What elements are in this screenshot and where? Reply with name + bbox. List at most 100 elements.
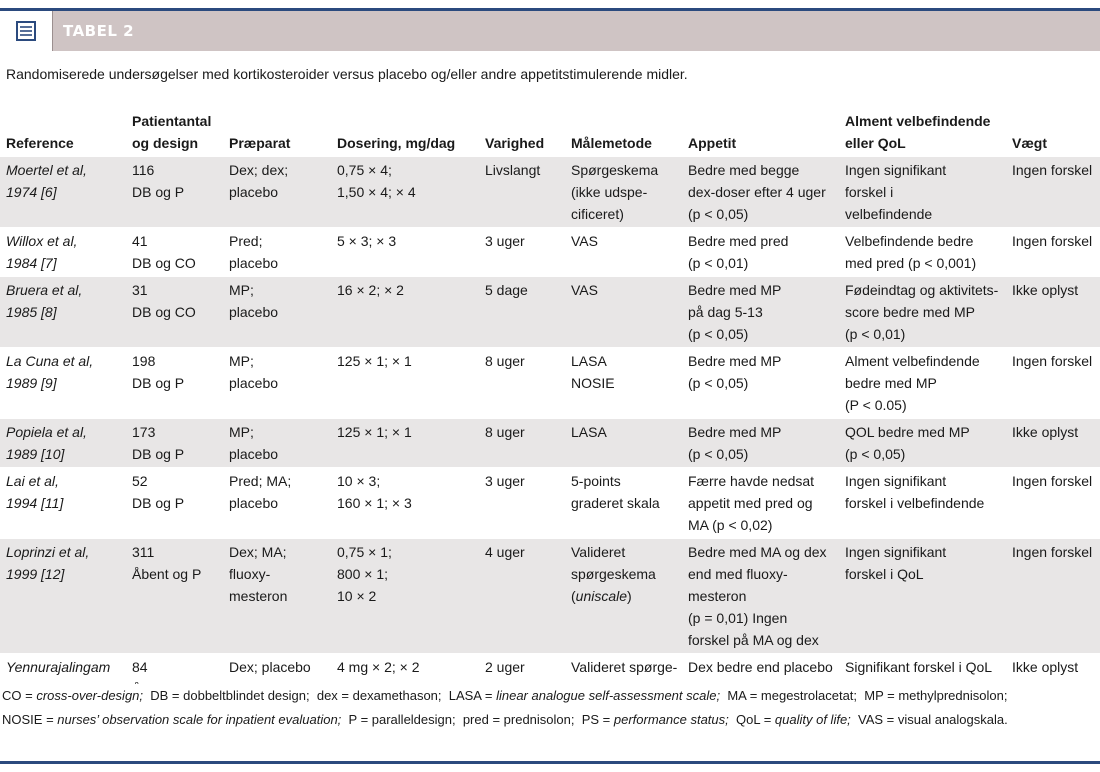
cell-line: 1985 [8] bbox=[6, 304, 57, 320]
cell-weight: Ikke oplyst bbox=[1006, 277, 1100, 348]
cell-line: mesteron bbox=[229, 588, 288, 604]
column-header: Varighed bbox=[479, 108, 565, 157]
cell-line: appetit med pred og bbox=[688, 495, 813, 511]
table-row: Loprinzi et al, 1999 [12] 311 Åbent og P Dex… bbox=[0, 538, 1100, 654]
cell-drug: MP; placebo bbox=[223, 348, 331, 419]
column-header-line: Appetit bbox=[688, 135, 737, 151]
cell-line: DB og P bbox=[132, 375, 185, 391]
cell-line: 8 uger bbox=[485, 353, 525, 369]
cell-line: VAS bbox=[571, 282, 598, 298]
cell-line: DB og P bbox=[132, 184, 185, 200]
cell-line: 8 uger bbox=[485, 424, 525, 440]
cell-line: Valideret bbox=[571, 544, 626, 560]
cell-line: 41 bbox=[132, 233, 148, 249]
cell-appetite: Bedre med MP på dag 5-13 (p < 0,05) bbox=[682, 277, 839, 348]
cell-line: (P < 0.05) bbox=[845, 397, 907, 413]
cell-appetite: Bedre med MA og dex end med fluoxy-mester… bbox=[682, 539, 839, 654]
cell-dose: 125 × 1; × 1 bbox=[331, 348, 479, 419]
cell-weight: Ingen forskel bbox=[1006, 228, 1100, 277]
cell-line: Ingen forskel bbox=[1012, 233, 1093, 249]
footnote-segment: DB = dobbeltblindet design; dex = dexame… bbox=[143, 688, 497, 703]
cell-line: Ingen forskel bbox=[1012, 473, 1093, 489]
table-row: Willox et al, 1984 [7] 41 DB og CO Pred; plac… bbox=[0, 227, 1100, 277]
cell-line: 31 bbox=[132, 282, 148, 298]
cell-line: placebo bbox=[229, 184, 279, 200]
cell-line: Popiela et al, bbox=[6, 424, 87, 440]
cell-drug: Dex; placebo bbox=[223, 654, 331, 703]
cell-line: placebo bbox=[229, 446, 279, 462]
cell-line: dex-doser efter 4 uger bbox=[688, 184, 826, 200]
cell-reference: Popiela et al, 1989 [10] bbox=[0, 419, 126, 468]
cell-line: Bedre med begge bbox=[688, 162, 800, 178]
cell-line: 116 bbox=[132, 162, 155, 178]
footnote-segment: linear analogue self-assessment scale; bbox=[496, 688, 721, 703]
table-header-row: Reference Patientantal og design Præparat Do… bbox=[0, 108, 1100, 157]
cell-line: 1999 [12] bbox=[6, 566, 65, 582]
cell-line: 3 uger bbox=[485, 233, 525, 249]
cell-reference: La Cuna et al, 1989 [9] bbox=[0, 348, 126, 419]
cell-line: forskel i bbox=[845, 184, 894, 200]
cell-line: Ingen signifikant bbox=[845, 162, 947, 178]
cell-method: 5-points graderet skala bbox=[565, 468, 682, 539]
cell-appetite: Bedre med MP (p < 0,05) bbox=[682, 419, 839, 468]
footnote-segment: VAS = visual analogskala. bbox=[850, 712, 1008, 727]
column-header-line: Varighed bbox=[485, 135, 545, 151]
cell-line: spørgeskema bbox=[571, 566, 656, 582]
cell-line: 16 × 2; × 2 bbox=[337, 282, 404, 298]
cell-line: 173 bbox=[132, 424, 156, 440]
cell-line: 0,75 × 1; bbox=[337, 544, 392, 560]
cell-line: Pred; bbox=[229, 233, 263, 249]
cell-line: VAS bbox=[571, 233, 598, 249]
cell-wellbeing: Fødeindtag og aktivitets-score bedre med… bbox=[839, 277, 1006, 348]
bottom-rule bbox=[0, 761, 1100, 764]
column-header: Dosering, mg/dag bbox=[331, 108, 479, 157]
cell-drug: Pred; MA; placebo bbox=[223, 468, 331, 539]
cell-dose: 125 × 1; × 1 bbox=[331, 419, 479, 468]
cell-wellbeing: Ingen signifikant forskel i velbefindende bbox=[839, 468, 1006, 539]
table-row: Moertel et al, 1974 [6] 116 DB og P Dex; dex… bbox=[0, 156, 1100, 228]
cell-line: mesteron bbox=[688, 588, 747, 604]
table-row: La Cuna et al, 1989 [9] 198 DB og P MP; place… bbox=[0, 347, 1100, 419]
column-header-line: Patientantal bbox=[132, 113, 212, 129]
cell-weight: Ikke oplyst bbox=[1006, 419, 1100, 468]
cell-dose: 0,75 × 4; 1,50 × 4; × 4 bbox=[331, 157, 479, 228]
cell-line: 1989 [9] bbox=[6, 375, 57, 391]
cell-line: 84 bbox=[132, 659, 148, 675]
cell-line: 160 × 1; × 3 bbox=[337, 495, 412, 511]
cell-line: (p < 0,01) bbox=[688, 255, 749, 271]
cell-method: LASA NOSIE bbox=[565, 348, 682, 419]
footnote-line-1: CO = cross-over-design; DB = dobbeltblin… bbox=[2, 684, 1100, 708]
cell-wellbeing: Ingen signifikant forskel i QoL bbox=[839, 539, 1006, 654]
cell-drug: Dex; MA; fluoxy-mesteron bbox=[223, 539, 331, 654]
cell-line: forskel i QoL bbox=[845, 566, 924, 582]
cell-line: Åbent og P bbox=[132, 566, 202, 582]
cell-duration: Livslangt bbox=[479, 157, 565, 228]
column-header-line: Vægt bbox=[1012, 135, 1047, 151]
cell-line: Moertel et al, bbox=[6, 162, 87, 178]
cell-line: på dag 5-13 bbox=[688, 304, 763, 320]
cell-line: Yennurajalingam bbox=[6, 659, 111, 675]
cell-line: Lai et al, bbox=[6, 473, 59, 489]
cell-line: 10 × 3; bbox=[337, 473, 381, 489]
table-row: Lai et al, 1994 [11] 52 DB og P Pred; MA; pla… bbox=[0, 467, 1100, 539]
cell-line: 4 mg × 2; × 2 bbox=[337, 659, 420, 675]
column-header: Appetit bbox=[682, 108, 839, 157]
cell-line: placebo bbox=[229, 495, 279, 511]
cell-line: Ikke oplyst bbox=[1012, 424, 1079, 440]
cell-line: 1989 [10] bbox=[6, 446, 65, 462]
cell-reference: Willox et al, 1984 [7] bbox=[0, 228, 126, 277]
cell-line: 0,75 × 4; bbox=[337, 162, 392, 178]
cell-duration: 3 uger bbox=[479, 468, 565, 539]
cell-wellbeing: Alment velbefindende bedre med MP (P < 0.0… bbox=[839, 348, 1006, 419]
cell-line: 1994 [11] bbox=[6, 495, 64, 511]
cell-line: (p < 0,05) bbox=[688, 206, 749, 222]
cell-line: La Cuna et al, bbox=[6, 353, 94, 369]
column-header: Patientantal og design bbox=[126, 108, 223, 157]
cell-line: (p < 0,05) bbox=[688, 446, 749, 462]
table-row: Bruera et al, 1985 [8] 31 DB og CO MP; placeb… bbox=[0, 276, 1100, 348]
footnote-segment: quality of life; bbox=[774, 712, 851, 727]
cell-line: MP; bbox=[229, 424, 254, 440]
cell-duration: 3 uger bbox=[479, 228, 565, 277]
cell-patients: 116 DB og P bbox=[126, 157, 223, 228]
footnote-line-2: NOSIE = nurses’ observation scale for in… bbox=[2, 708, 1100, 732]
